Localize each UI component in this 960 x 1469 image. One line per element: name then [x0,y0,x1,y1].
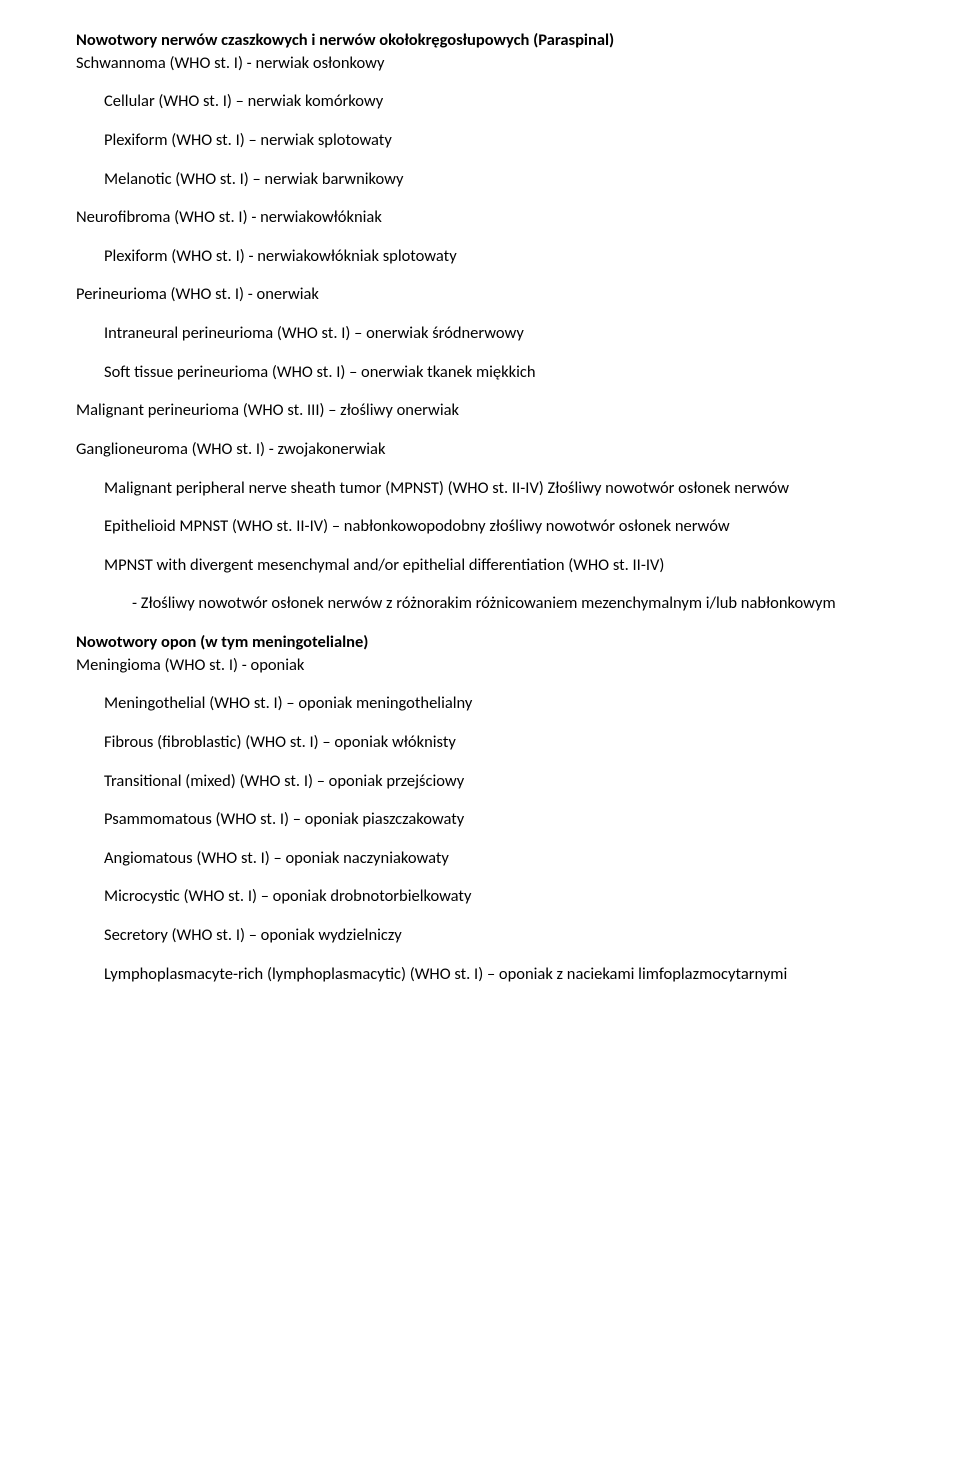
meningioma-line: Meningioma (WHO st. I) - oponiak [76,655,884,676]
divergent-mpnst-pl-line: - Złośliwy nowotwór osłonek nerwów z róż… [132,593,884,614]
secretory-line: Secretory (WHO st. I) – oponiak wydzieln… [104,925,884,946]
microcystic-line: Microcystic (WHO st. I) – oponiak drobno… [104,886,884,907]
psammomatous-line: Psammomatous (WHO st. I) – oponiak piasz… [104,809,884,830]
ganglioneuroma-line: Ganglioneuroma (WHO st. I) - zwojakonerw… [76,439,884,460]
neurofibroma-line: Neurofibroma (WHO st. I) - nerwiakowłókn… [76,207,884,228]
malignant-perineurioma-line: Malignant perineurioma (WHO st. III) – z… [76,400,884,421]
lymphoplasmacytic-line: Lymphoplasmacyte-rich (lymphoplasmacytic… [104,964,884,985]
plexiform2-line: Plexiform (WHO st. I) - nerwiakowłókniak… [104,246,884,267]
divergent-mpnst-line: MPNST with divergent mesenchymal and/or … [104,555,884,576]
meningothelial-line: Meningothelial (WHO st. I) – oponiak men… [104,693,884,714]
cellular-line: Cellular (WHO st. I) – nerwiak komórkowy [104,91,884,112]
page: Nowotwory nerwów czaszkowych i nerwów ok… [0,0,960,1469]
fibrous-line: Fibrous (fibroblastic) (WHO st. I) – opo… [104,732,884,753]
plexiform1-line: Plexiform (WHO st. I) – nerwiak splotowa… [104,130,884,151]
softtissue-line: Soft tissue perineurioma (WHO st. I) – o… [104,362,884,383]
melanotic-line: Melanotic (WHO st. I) – nerwiak barwniko… [104,169,884,190]
schwannoma-line: Schwannoma (WHO st. I) - nerwiak osłonko… [76,53,884,74]
perineurioma-line: Perineurioma (WHO st. I) - onerwiak [76,284,884,305]
section2-heading: Nowotwory opon (w tym meningotelialne) [76,632,884,653]
transitional-line: Transitional (mixed) (WHO st. I) – oponi… [104,771,884,792]
section1-heading: Nowotwory nerwów czaszkowych i nerwów ok… [76,30,884,51]
intraneural-line: Intraneural perineurioma (WHO st. I) – o… [104,323,884,344]
mpnst-line: Malignant peripheral nerve sheath tumor … [104,478,884,499]
angiomatous-line: Angiomatous (WHO st. I) – oponiak naczyn… [104,848,884,869]
epithelioid-mpnst-line: Epithelioid MPNST (WHO st. II-IV) – nabł… [104,516,884,537]
